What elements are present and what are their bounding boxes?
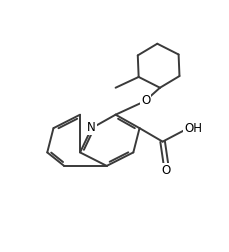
Text: O: O	[141, 94, 150, 107]
Text: O: O	[161, 164, 171, 177]
Text: N: N	[87, 121, 96, 134]
Text: OH: OH	[184, 122, 202, 135]
